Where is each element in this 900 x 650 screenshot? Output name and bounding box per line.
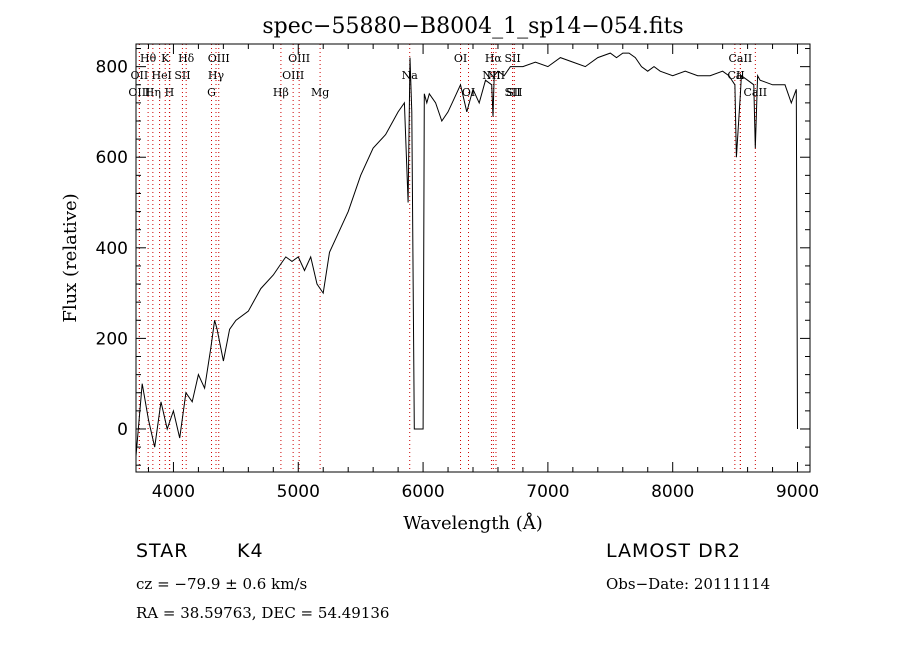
x-tick-label: 7000 — [526, 482, 569, 502]
spectral-line-label: SII — [174, 69, 190, 82]
spectral-line-label: Na — [402, 69, 419, 82]
object-class: STAR — [136, 540, 189, 562]
y-tick-label: 200 — [96, 329, 128, 349]
observation-date: Obs−Date: 20111114 — [606, 575, 771, 593]
object-subclass: K4 — [237, 540, 264, 562]
spectral-line-label: OIII — [128, 86, 150, 99]
x-tick-label: 8000 — [651, 482, 694, 502]
spectrum-line — [135, 52, 798, 457]
x-axis-label: Wavelength (Å) — [403, 512, 543, 534]
spectral-line-label: G — [207, 86, 216, 99]
y-tick-label: 600 — [96, 148, 128, 168]
spectral-line-label: K — [161, 52, 170, 65]
spectral-line-label: Ca — [727, 69, 742, 82]
spectral-line-label: Hθ — [140, 52, 157, 65]
x-tick-label: 9000 — [776, 482, 819, 502]
spectral-line-label: OIII — [208, 52, 230, 65]
redshift-cz: cz = −79.9 ± 0.6 km/s — [136, 575, 308, 593]
spectral-line-label: SII — [504, 52, 520, 65]
x-tick-label: 4000 — [152, 482, 195, 502]
spectral-line-label: II — [736, 69, 745, 82]
spectral-line-label: Hα — [485, 52, 503, 65]
spectral-line-label: OI — [454, 52, 467, 65]
spectral-line-label: I — [168, 69, 172, 82]
chart-title: spec−55880−B8004_1_sp14−054.fits — [262, 14, 683, 39]
spectral-line-label: OII — [131, 69, 149, 82]
spectral-line-label: NII — [482, 69, 500, 82]
spectral-line-label: He — [152, 69, 168, 82]
spectral-line-label: Hη — [145, 86, 161, 99]
spectral-line-label: Hβ — [273, 86, 289, 99]
spectral-line-label: SII — [506, 86, 522, 99]
y-tick-label: 0 — [117, 420, 128, 440]
spectral-line-label: H — [165, 86, 175, 99]
x-tick-label: 6000 — [401, 482, 444, 502]
spectral-line-label: NII — [487, 69, 505, 82]
spectral-line-label: Hγ — [208, 69, 225, 82]
y-tick-label: 400 — [96, 239, 128, 259]
x-tick-label: 5000 — [277, 482, 320, 502]
survey-name: LAMOST DR2 — [606, 540, 741, 562]
spectral-line-label: Hδ — [178, 52, 195, 65]
spectral-line-label: OIII — [288, 52, 310, 65]
spectral-line-label: Mg — [311, 86, 329, 99]
y-axis-label: Flux (relative) — [60, 193, 81, 322]
plot-frame — [135, 43, 811, 473]
spectral-line-label: CaII — [743, 86, 767, 99]
spectral-line-label: SII — [504, 86, 520, 99]
y-tick-label: 800 — [96, 58, 128, 78]
spectral-line-label: CaII — [729, 52, 753, 65]
spectral-line-label: OI — [462, 86, 475, 99]
sky-coordinates: RA = 38.59763, DEC = 54.49136 — [136, 604, 390, 622]
spectral-line-label: OIII — [282, 69, 304, 82]
